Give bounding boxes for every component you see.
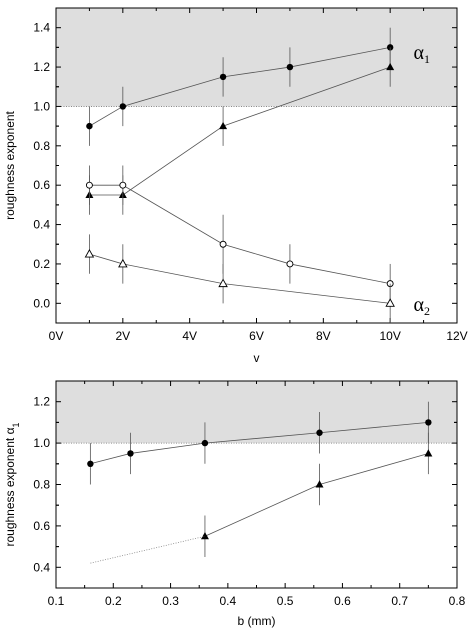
data-point [219,240,227,248]
y-axis-label-subscript: 1 [11,422,21,427]
x-tick-label: 2V [115,329,130,343]
x-tick-label: 4V [182,329,197,343]
y-tick-label: 0.6 [33,178,50,192]
y-tick-label: 0.4 [33,560,50,574]
x-tick-label: 0.4 [220,594,237,608]
series-annotation: α2 [414,294,430,318]
data-point [219,73,227,81]
data-point [316,429,323,436]
data-point [119,181,127,189]
x-tick-label: 6V [249,329,264,343]
x-tick-label: 0.2 [105,594,122,608]
shaded-region [56,8,457,107]
series-line [89,66,391,196]
y-axis-label: roughness exponent α1 [3,422,21,546]
x-tick-label: 0.5 [277,594,294,608]
shaded-region [56,381,457,444]
x-axis-label: b (mm) [238,614,276,628]
series-annotation-subscript: 1 [424,52,430,66]
top-chart: 0V 2V 4V 6V 8V 10V 12V 0.0 0.2 0.4 0.6 0.8 1.0 1.2 1.4… [3,7,468,365]
data-point [425,419,432,426]
data-point [286,260,294,268]
series-annotation-subscript: 2 [424,304,430,318]
x-tick-label: 10V [379,329,400,343]
y-tick-label: 0.8 [33,139,50,153]
data-point [385,298,395,307]
x-tick-label: 0.7 [391,594,408,608]
x-tick-label: 12V [446,329,467,343]
x-axis-label: v [254,351,260,365]
data-point [386,62,395,71]
data-point [424,449,433,457]
y-axis-label: roughness exponent [3,110,17,219]
x-tick-label: 8V [316,329,331,343]
y-tick-label: 0.6 [33,519,50,533]
series-line [204,453,429,537]
y-tick-label: 1.2 [33,60,50,74]
data-point [118,258,128,268]
x-tick-label: 0.3 [162,594,179,608]
data-point [85,181,93,189]
y-tick-label: 0.0 [33,296,50,310]
data-point [315,480,324,488]
data-point [84,248,95,258]
y-tick-label: 0.8 [33,478,50,492]
data-point [201,439,209,447]
data-point [87,460,94,467]
x-tick-label: 0.8 [449,594,466,608]
y-tick-label: 1.0 [33,99,50,113]
series-line [89,253,391,304]
x-tick-label: 0.6 [334,594,351,608]
y-tick-label: 1.4 [33,21,50,35]
y-tick-label: 0.4 [33,218,50,232]
y-tick-label: 1.2 [33,395,50,409]
data-point [119,103,127,110]
data-point [286,63,294,71]
data-point [219,121,228,130]
data-point [200,532,209,540]
series-line [89,184,391,285]
series-line [90,535,206,564]
data-point [127,450,134,457]
y-tick-label: 1.0 [33,436,50,450]
x-tick-label: 0.1 [48,594,65,608]
bottom-chart: 0.1 0.2 0.3 0.4 0.5 0.6 0.7 0.8 0.4 0.6 0.8 1.0 1.2 b… [3,380,466,628]
x-tick-label: 0V [49,329,64,343]
data-point [86,122,93,130]
y-tick-label: 0.2 [33,257,50,271]
data-point [218,278,228,288]
